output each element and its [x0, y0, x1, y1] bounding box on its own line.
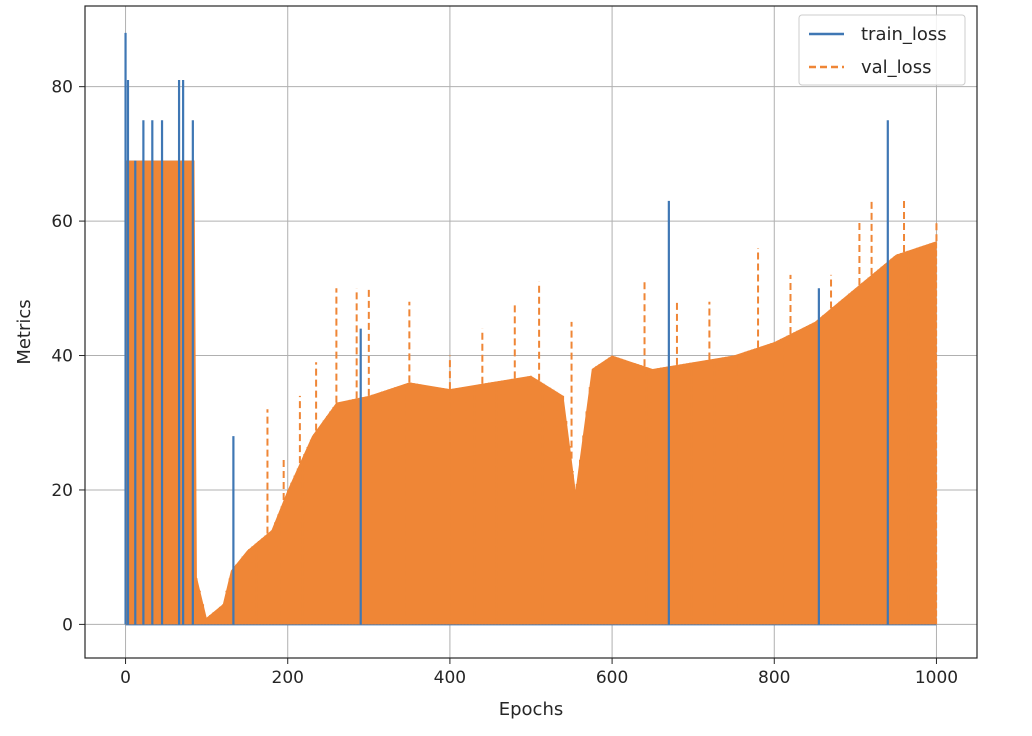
- plot-area: [124, 32, 938, 626]
- axis-ticks: 0 200 400 600 800 1000 0 20 40 60 80: [51, 78, 958, 688]
- y-tick-label: 20: [51, 481, 73, 501]
- x-tick-label: 600: [596, 668, 628, 688]
- x-tick-label: 1000: [915, 668, 958, 688]
- legend-label-val-loss: val_loss: [861, 57, 931, 78]
- legend-box: [798, 14, 966, 86]
- y-tick-label: 80: [51, 78, 73, 98]
- axes-frame: [84, 5, 978, 659]
- x-tick-label: 400: [434, 668, 466, 688]
- y-tick-label: 40: [51, 347, 73, 367]
- x-tick-label: 0: [120, 668, 131, 688]
- x-tick-label: 200: [272, 668, 304, 688]
- y-axis-label: Metrics: [14, 299, 35, 364]
- x-tick-label: 800: [758, 668, 790, 688]
- legend-label-train-loss: train_loss: [861, 24, 947, 45]
- legend: train_loss val_loss: [798, 14, 966, 86]
- y-tick-label: 0: [62, 615, 73, 635]
- y-tick-label: 60: [51, 212, 73, 232]
- val-loss-band: [125, 160, 937, 625]
- x-axis-label: Epochs: [499, 699, 564, 720]
